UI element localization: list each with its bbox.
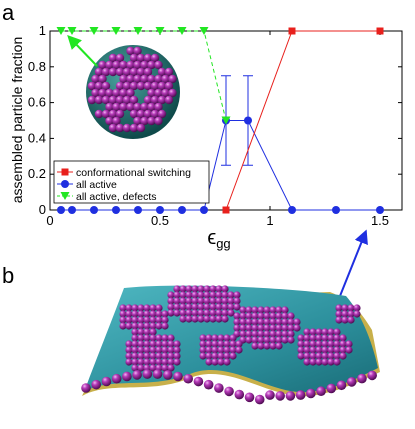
data-point-all-active <box>244 116 252 125</box>
data-point-all-active <box>332 206 340 214</box>
y-tick-label: 0.2 <box>28 166 46 181</box>
data-point-all-active-defects <box>133 27 143 35</box>
x-tick-label: 0.5 <box>151 213 169 228</box>
data-point-all-active-defects <box>89 27 99 35</box>
membrane-image <box>81 285 380 405</box>
data-point-all-active <box>90 206 98 214</box>
legend-label-all-active: all active <box>76 179 117 191</box>
data-point-all-active <box>57 206 65 214</box>
data-point-all-active-defects <box>177 27 187 35</box>
y-axis: 0 0.2 0.4 0.6 0.8 1 <box>28 23 402 217</box>
panel-letter-a: a <box>2 0 15 25</box>
y-tick-label: 0 <box>39 202 46 217</box>
blue-arrow <box>339 229 368 297</box>
data-point-all-active <box>68 206 76 214</box>
data-point-all-active <box>112 206 120 214</box>
x-tick-label: 1 <box>266 213 273 228</box>
y-tick-label: 0.6 <box>28 95 46 110</box>
data-point-all-active <box>376 206 384 214</box>
data-point-all-active-defects <box>56 27 66 35</box>
data-point-all-active-defects <box>199 27 209 35</box>
x-axis: 0 0.5 1 1.5 <box>46 31 389 228</box>
green-arrow <box>67 34 98 67</box>
y-tick-label: 0.4 <box>28 130 46 145</box>
data-point-all-active-defects <box>111 27 121 35</box>
legend: conformational switching all active all … <box>53 160 210 204</box>
data-point-all-active-defects <box>221 116 231 125</box>
legend-label-all-active-defects: all active, defects <box>76 191 157 203</box>
panel-letter-b: b <box>2 263 14 288</box>
data-point-conformational-switching <box>376 27 384 35</box>
y-tick-label: 0.8 <box>28 59 46 74</box>
data-point-all-active <box>288 206 296 214</box>
legend-box <box>53 160 210 204</box>
legend-marker-all-active <box>61 180 69 188</box>
x-axis-label-main: ϵ <box>207 227 216 249</box>
inset-sphere-image <box>86 45 180 139</box>
data-point-conformational-switching <box>288 27 296 35</box>
y-axis-label: assembled particle fraction <box>9 37 25 204</box>
data-point-all-active-defects <box>155 27 165 35</box>
data-point-all-active-defects <box>67 27 77 35</box>
data-point-all-active <box>156 206 164 214</box>
data-point-all-active <box>200 206 208 214</box>
x-tick-label: 1.5 <box>371 213 389 228</box>
data-point-conformational-switching <box>222 206 230 214</box>
x-axis-label: ϵgg <box>207 227 230 251</box>
legend-marker-conformational-switching <box>61 168 69 176</box>
data-point-all-active <box>134 206 142 214</box>
y-tick-label: 1 <box>39 23 46 38</box>
data-point-all-active <box>178 206 186 214</box>
legend-marker-all-active-defects <box>60 192 70 200</box>
x-axis-label-sub: gg <box>216 236 230 251</box>
legend-label-conformational-switching: conformational switching <box>76 167 191 179</box>
series-layer <box>56 27 384 214</box>
x-tick-label: 0 <box>46 213 53 228</box>
